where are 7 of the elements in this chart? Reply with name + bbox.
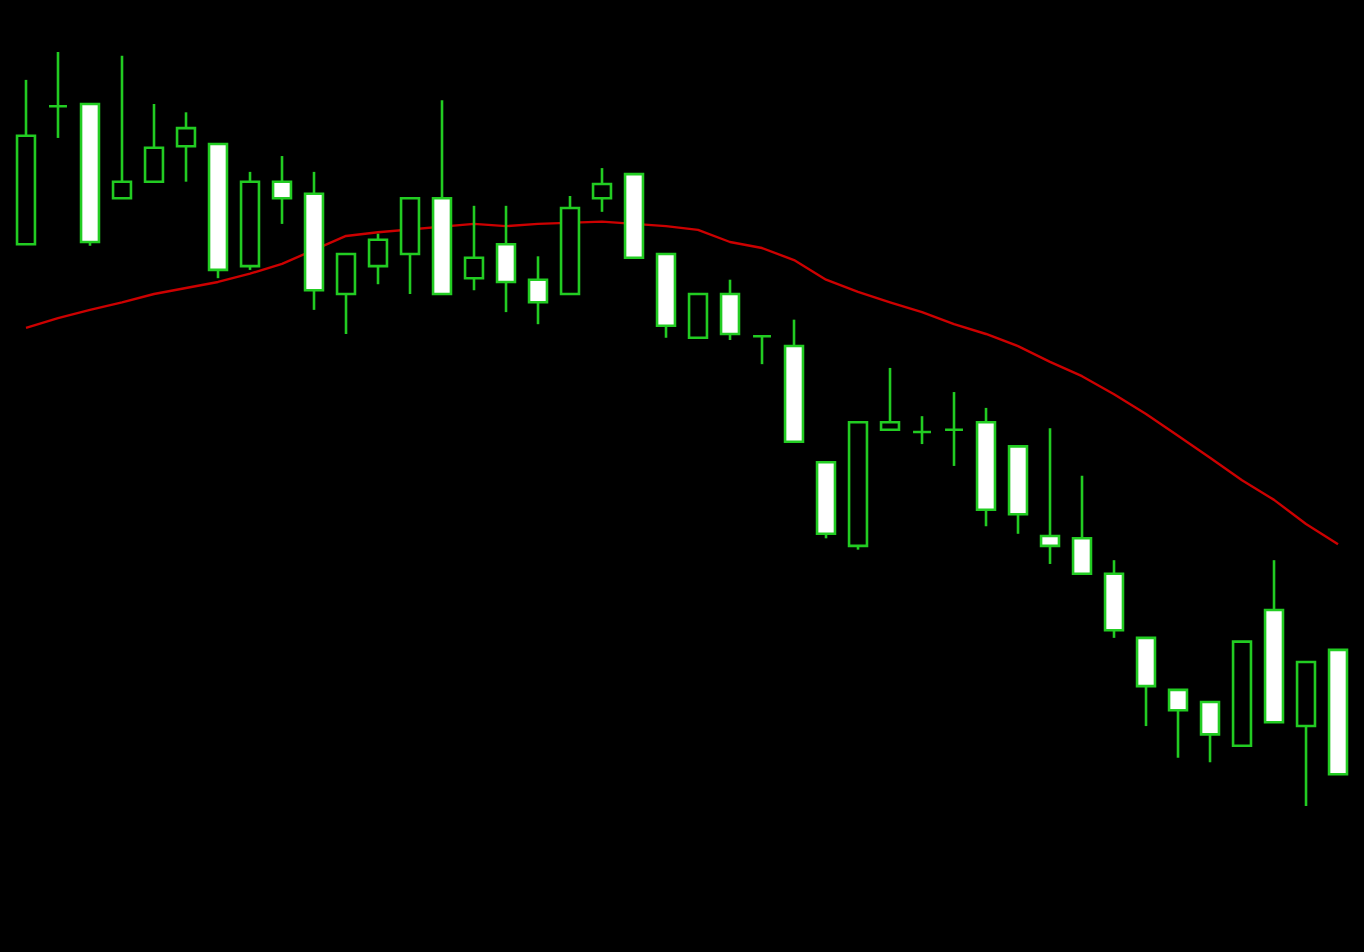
candlestick — [527, 255, 549, 326]
candlestick — [943, 390, 965, 468]
candlestick — [271, 154, 293, 226]
candlestick — [495, 204, 517, 314]
candlestick — [303, 170, 325, 312]
candlestick — [47, 50, 69, 140]
candlestick — [1039, 426, 1061, 566]
